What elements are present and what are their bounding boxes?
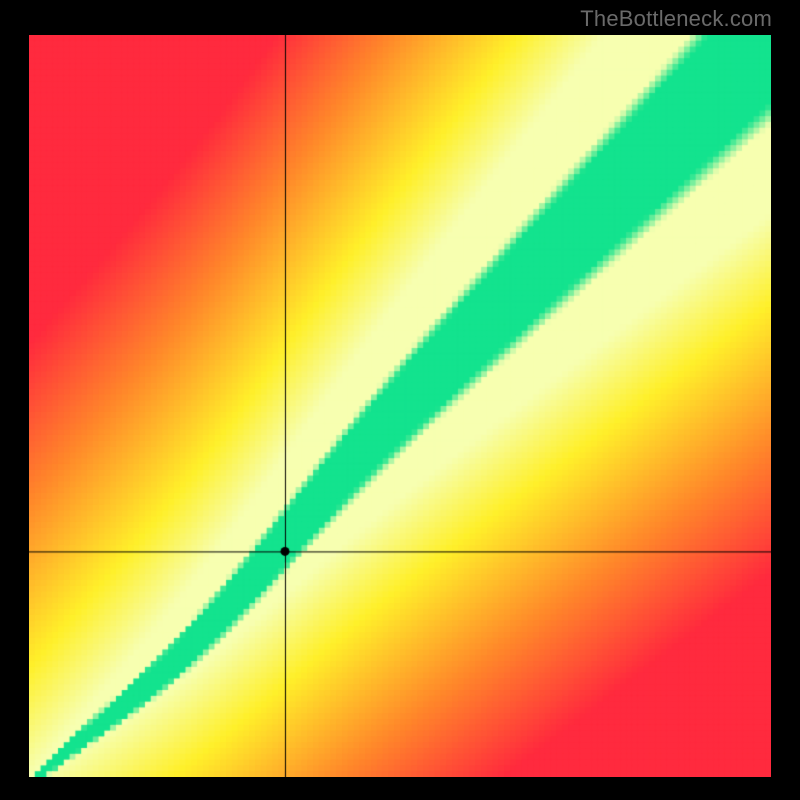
chart-container: { "watermark": { "text": "TheBottleneck.… [0,0,800,800]
bottleneck-heatmap [29,35,771,777]
watermark-text: TheBottleneck.com [580,6,772,32]
